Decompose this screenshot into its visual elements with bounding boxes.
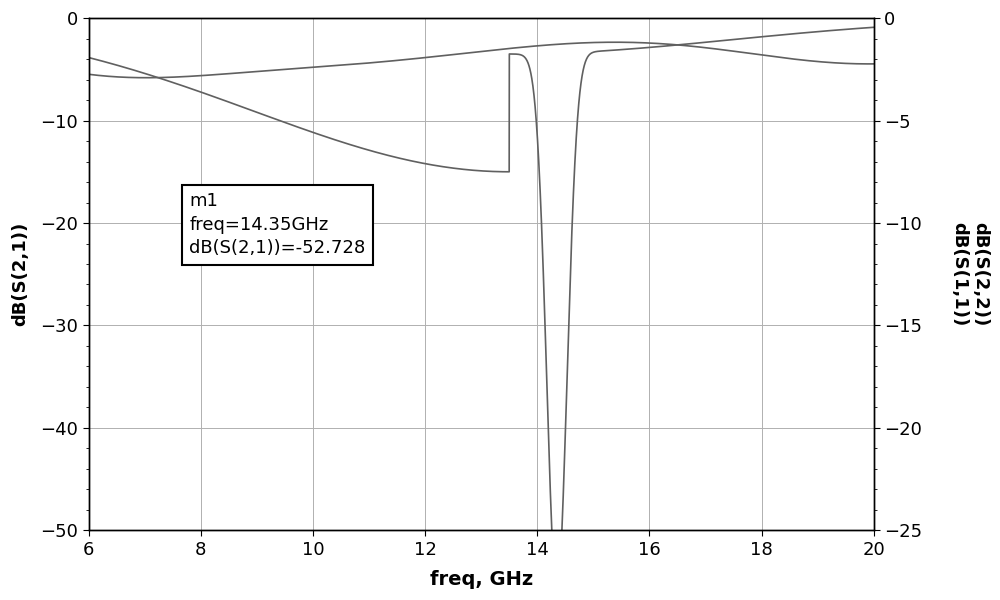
Text: m1: m1 xyxy=(0,599,1,600)
X-axis label: freq, GHz: freq, GHz xyxy=(430,570,533,589)
Y-axis label: dB(S(2,1)): dB(S(2,1)) xyxy=(11,222,29,326)
Y-axis label: dB(S(2,2))
dB(S(1,1)): dB(S(2,2)) dB(S(1,1)) xyxy=(950,222,989,326)
Text: m1
freq=14.35GHz
dB(S(2,1))=-52.728: m1 freq=14.35GHz dB(S(2,1))=-52.728 xyxy=(189,192,366,257)
